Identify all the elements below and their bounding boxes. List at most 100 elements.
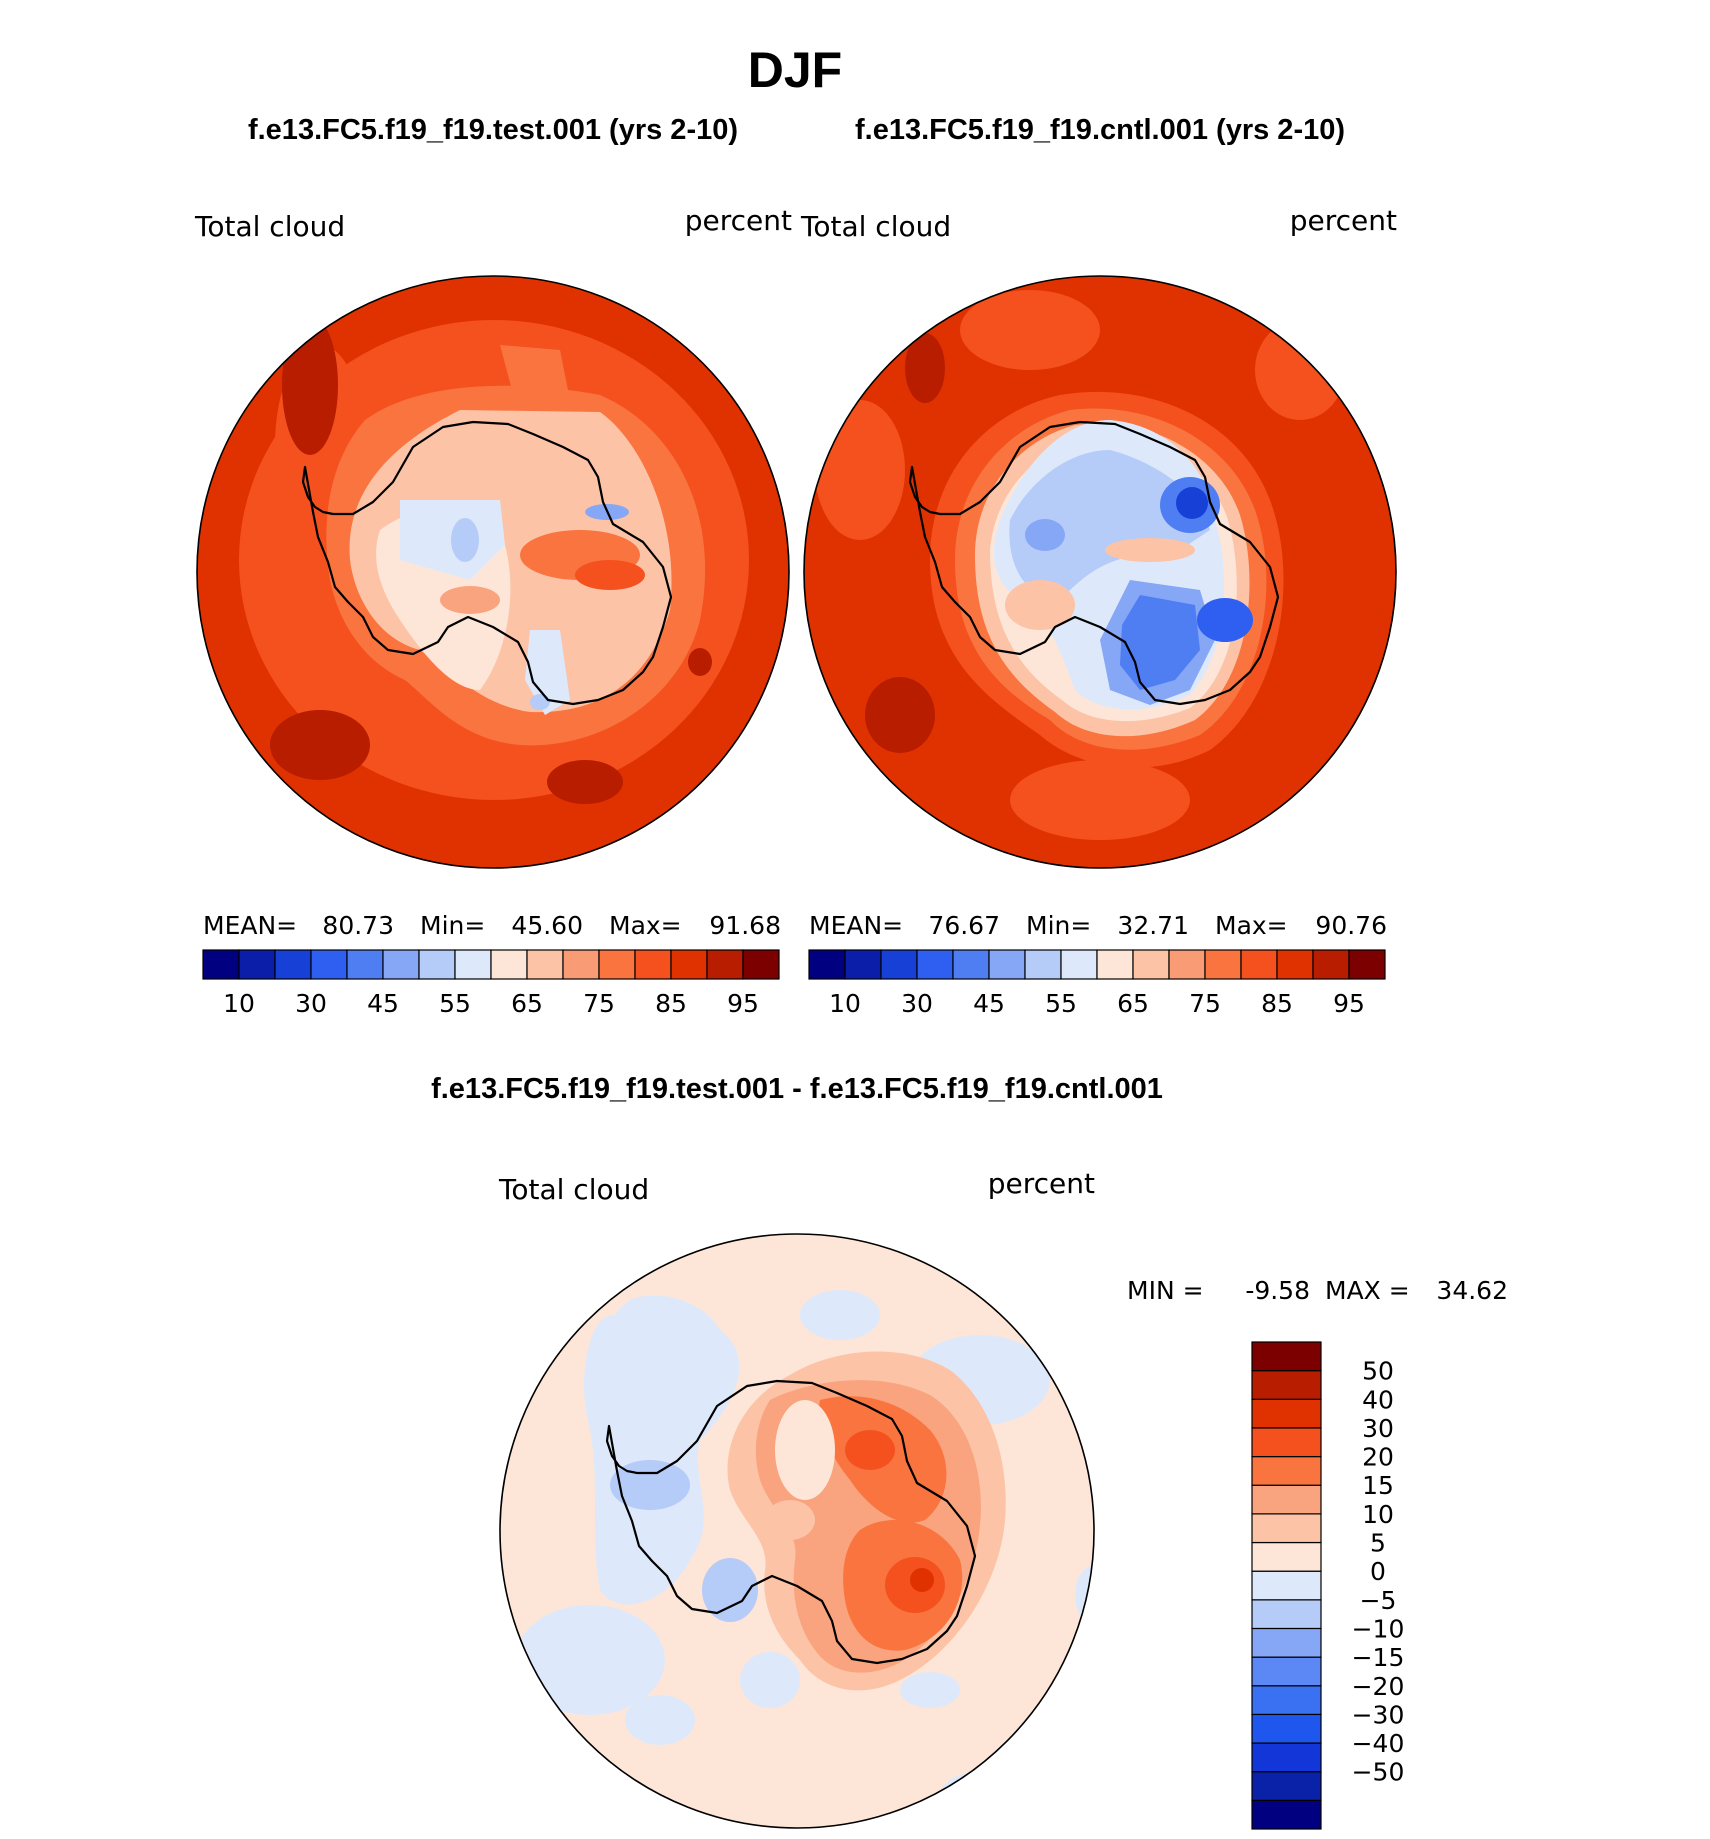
control-antarctica-coastline [908,420,1280,706]
control-max-value: 90.76 [1315,911,1387,940]
colorbar-swatch [1348,949,1386,980]
colorbar-tick-label: −10 [1352,1614,1405,1643]
colorbar-tick-label: 20 [1362,1443,1394,1472]
colorbar-tick-label: −15 [1352,1643,1405,1672]
colorbar-tick-label: −50 [1352,1758,1405,1787]
colorbar-tick-label: 10 [829,989,861,1018]
control-field-patch [1005,580,1075,630]
control-field-patch [815,400,905,540]
control-field-patch [1025,519,1065,551]
colorbar-tick-label: 75 [1189,989,1221,1018]
test-polar-map [196,275,790,869]
colorbar-swatch [1060,949,1098,980]
colorbar-swatch [454,949,492,980]
colorbar-tick-label: 55 [439,989,471,1018]
difference-polar-map [499,1233,1095,1829]
test-mean-label: MEAN= [203,911,297,940]
control-case-title: f.e13.FC5.f19_f19.cntl.001 (yrs 2-10) [855,114,1345,146]
colorbar-swatch [1251,1599,1322,1630]
control-min-value: 32.71 [1117,911,1189,940]
difference-min-label: MIN = [1127,1276,1204,1305]
season-title: DJF [748,42,842,98]
control-field-patch [1255,320,1345,420]
difference-variable-label: Total cloud [498,1173,649,1206]
test-field-patch [451,518,479,562]
colorbar-swatch [1251,1713,1322,1744]
colorbar-swatch [1251,1484,1322,1515]
difference-field-patch [740,1652,800,1708]
colorbar-swatch [346,949,384,980]
colorbar-swatch [526,949,564,980]
difference-units-label: percent [988,1167,1095,1200]
colorbar-swatch [1251,1570,1322,1601]
control-variable-label: Total cloud [800,210,951,243]
control-min-label: Min= [1026,911,1091,940]
test-field-patch [282,315,338,455]
test-field-patch [547,760,623,804]
difference-field-patch [800,1290,880,1340]
control-mean-label: MEAN= [809,911,903,940]
colorbar-swatch [1251,1627,1322,1658]
colorbar-swatch [1024,949,1062,980]
colorbar-swatch [1132,949,1170,980]
colorbar-tick-label: 45 [367,989,399,1018]
test-mean-value: 80.73 [322,911,394,940]
colorbar-swatch [1251,1771,1322,1801]
test-case-title: f.e13.FC5.f19_f19.test.001 (yrs 2-10) [248,114,738,146]
colorbar-swatch [844,949,882,980]
difference-field-patch [910,1568,934,1592]
difference-field-patch [515,1605,665,1715]
difference-field-patch [845,1430,895,1470]
colorbar-tick-label: −40 [1352,1729,1405,1758]
colorbar-swatch [1251,1398,1322,1429]
test-max-label: Max= [609,911,682,940]
colorbar-swatch [634,949,672,980]
test-field-patch [575,560,645,590]
control-max-label: Max= [1215,911,1288,940]
colorbar-tick-label: 45 [973,989,1005,1018]
colorbar-swatch [598,949,636,980]
colorbar-tick-label: 85 [655,989,687,1018]
colorbar-tick-label: 95 [1333,989,1365,1018]
test-field-patch [688,648,712,676]
colorbar-swatch [1251,1685,1322,1716]
control-field-patch [1197,598,1253,642]
colorbar-swatch [1251,1455,1322,1486]
colorbar-swatch [1251,1341,1322,1372]
colorbar-swatch [562,949,600,980]
difference-map-border [499,1233,1095,1829]
colorbar-tick-label: 10 [1362,1500,1394,1529]
colorbar-swatch [1204,949,1242,980]
colorbar-swatch [1251,1427,1322,1458]
test-variable-label: Total cloud [194,210,345,243]
difference-min-value: -9.58 [1245,1276,1310,1305]
test-map-border [196,275,790,869]
colorbar-swatch [1096,949,1134,980]
colorbar-swatch [1251,1799,1322,1830]
control-colorbar: 10 30 45 55 65 75 85 95 [808,949,1386,1018]
colorbar-tick-label: 65 [1117,989,1149,1018]
difference-field-patch [702,1558,758,1622]
difference-field-patch [625,1695,695,1745]
colorbar-swatch [916,949,954,980]
colorbar-tick-label: 40 [1362,1385,1394,1414]
colorbar-swatch [238,949,276,980]
colorbar-swatch [1276,949,1314,980]
colorbar-swatch [1312,949,1350,980]
colorbar-swatch [1168,949,1206,980]
test-antarctica-coastline [301,420,673,706]
control-field-patch [1010,760,1190,840]
colorbar-swatch [952,949,990,980]
difference-antarctica-coastline [605,1379,977,1665]
colorbar-swatch [988,949,1026,980]
control-field-patch [1176,487,1208,519]
difference-max-label: MAX = [1325,1276,1410,1305]
control-mean-value: 76.67 [928,911,1000,940]
colorbar-swatch [382,949,420,980]
test-colorbar: 10 30 45 55 65 75 85 95 [202,949,780,1018]
colorbar-tick-label: 5 [1370,1529,1386,1558]
colorbar-swatch [1251,1742,1322,1773]
difference-field-patch [900,1672,960,1708]
colorbar-swatch [310,949,348,980]
